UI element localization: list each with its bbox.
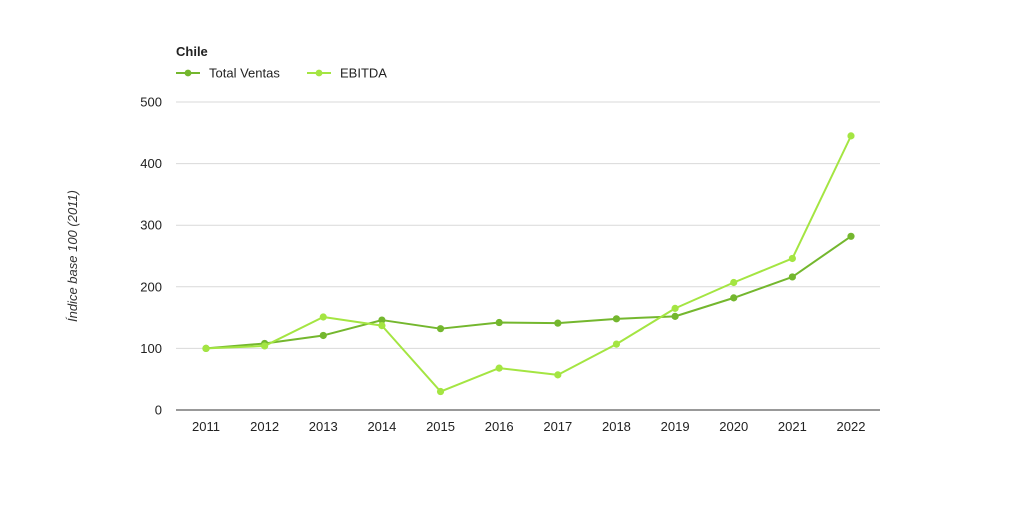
data-point xyxy=(847,132,855,140)
x-tick-label: 2022 xyxy=(837,419,866,434)
x-tick-label: 2019 xyxy=(661,419,690,434)
data-point xyxy=(554,371,562,379)
x-tick-label: 2021 xyxy=(778,419,807,434)
series-0 xyxy=(202,232,855,352)
x-tick-label: 2016 xyxy=(485,419,514,434)
legend-item: Total Ventas xyxy=(176,66,280,81)
data-point xyxy=(730,294,738,302)
y-axis-ticks: 0 100 200 300 400 500 xyxy=(140,95,162,418)
data-point xyxy=(261,342,269,350)
x-tick-label: 2017 xyxy=(543,419,572,434)
legend-item: EBITDA xyxy=(307,66,387,81)
y-tick-label: 100 xyxy=(140,341,162,356)
legend-label: EBITDA xyxy=(340,66,387,81)
series-line xyxy=(205,134,852,393)
data-point xyxy=(436,387,445,396)
data-point xyxy=(730,278,738,287)
data-point xyxy=(671,312,679,320)
data-point xyxy=(612,315,621,323)
y-tick-label: 400 xyxy=(140,156,162,171)
series-1 xyxy=(202,132,855,396)
x-tick-label: 2013 xyxy=(309,419,338,434)
data-point xyxy=(436,325,445,333)
series-line xyxy=(205,235,852,350)
x-tick-label: 2015 xyxy=(426,419,455,434)
x-tick-label: 2012 xyxy=(250,419,279,434)
y-tick-label: 0 xyxy=(155,403,162,418)
data-point xyxy=(378,322,386,330)
y-tick-label: 200 xyxy=(140,279,162,294)
data-point xyxy=(495,318,503,327)
data-point xyxy=(612,340,621,348)
legend-label: Total Ventas xyxy=(209,66,280,81)
legend-swatch-dot xyxy=(315,69,323,77)
y-tick-label: 300 xyxy=(140,218,162,233)
x-tick-label: 2014 xyxy=(367,419,396,434)
data-point xyxy=(671,304,679,312)
legend-title: Chile xyxy=(176,44,208,59)
data-point xyxy=(378,316,386,324)
series-layer xyxy=(202,132,855,396)
data-point xyxy=(319,313,327,321)
data-point xyxy=(202,344,210,352)
data-point xyxy=(788,273,796,281)
data-point xyxy=(847,232,855,240)
data-point xyxy=(788,254,796,263)
y-axis-title: Índice base 100 (2011) xyxy=(65,190,80,322)
data-point xyxy=(319,331,327,340)
x-axis-ticks: 2011 2012 2013 2014 2015 2016 2017 2018 2019 2020… xyxy=(192,419,865,434)
y-tick-label: 500 xyxy=(140,95,162,110)
x-tick-label: 2011 xyxy=(192,419,220,434)
x-tick-label: 2018 xyxy=(602,419,631,434)
legend: Chile Total Ventas EBITDA xyxy=(176,44,387,81)
data-point xyxy=(495,364,503,372)
legend-swatch-dot xyxy=(184,69,192,77)
grid-lines xyxy=(176,101,880,411)
data-point xyxy=(554,319,562,327)
x-tick-label: 2020 xyxy=(719,419,748,434)
